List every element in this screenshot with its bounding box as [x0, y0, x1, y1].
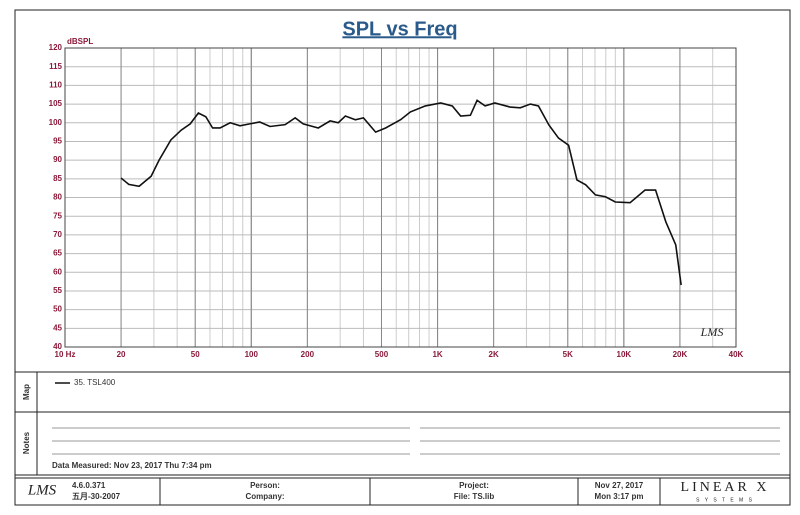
version: 4.6.0.371 — [72, 481, 106, 490]
x-tick-label: 200 — [301, 350, 315, 359]
notes-panel — [14, 411, 791, 476]
footer — [14, 477, 791, 506]
plot: 40 45 50 55 60 65 70 75 80 85 90 95 100 105 110 115 120 1… — [49, 43, 744, 359]
y-tick-label: 110 — [49, 80, 62, 89]
y-tick-label: 60 — [53, 267, 62, 276]
y-axis-label: dBSPL — [67, 37, 93, 46]
series-line — [120, 99, 682, 286]
watermark: LMS — [700, 325, 724, 339]
y-tick-label: 45 — [53, 323, 62, 332]
footer-dividers — [159, 478, 661, 505]
person: Person: — [250, 481, 280, 490]
y-tick-label: 80 — [53, 193, 62, 202]
x-tick-label: 10 Hz — [55, 350, 76, 359]
x-tick-label: 40K — [729, 350, 744, 359]
y-tick-label: 50 — [53, 305, 62, 314]
data-measured: Data Measured: Nov 23, 2017 Thu 7:34 pm — [52, 461, 212, 470]
y-tick-label: 95 — [53, 137, 62, 146]
y-tick-label: 70 — [53, 230, 62, 239]
notes-label: Notes — [22, 431, 31, 454]
x-tick-label: 50 — [191, 350, 200, 359]
plot-frame — [64, 47, 737, 348]
y-tick-label: 115 — [49, 62, 62, 71]
y-tick-label: 40 — [53, 342, 62, 351]
y-tick-label: 75 — [53, 211, 62, 220]
x-tick-label: 5K — [563, 350, 573, 359]
map-panel — [14, 371, 791, 413]
x-tick-label: 100 — [245, 350, 259, 359]
y-tick-label: 55 — [53, 286, 62, 295]
y-tick-label: 105 — [49, 99, 63, 108]
brand: LINEAR X — [681, 480, 770, 495]
footer-logo: LMS — [27, 482, 57, 498]
company: Company: — [245, 492, 284, 501]
legend-entry: 35. TSL400 — [74, 378, 116, 387]
date: Nov 27, 2017 — [595, 481, 644, 490]
x-tick-label: 500 — [375, 350, 389, 359]
y-tick-label: 90 — [53, 155, 62, 164]
x-tick-label: 20 — [117, 350, 126, 359]
project: Project: — [459, 481, 489, 490]
file: File: TS.lib — [454, 492, 495, 501]
x-tick-label: 10K — [617, 350, 632, 359]
brand-sub: S Y S T E M S — [696, 497, 754, 503]
y-tick-label: 85 — [53, 174, 62, 183]
x-tick-label: 20K — [673, 350, 688, 359]
note-lines — [52, 427, 780, 455]
x-tick-label: 1K — [432, 350, 442, 359]
y-tick-label: 100 — [49, 118, 63, 127]
y-tick-label: 120 — [49, 43, 63, 52]
map-label: Map — [22, 384, 31, 400]
version-date: 五月-30-2007 — [72, 492, 121, 501]
y-tick-label: 65 — [53, 249, 62, 258]
chart-title: SPL vs Freq — [342, 18, 457, 40]
time: Mon 3:17 pm — [595, 492, 644, 501]
x-tick-label: 2K — [489, 350, 499, 359]
